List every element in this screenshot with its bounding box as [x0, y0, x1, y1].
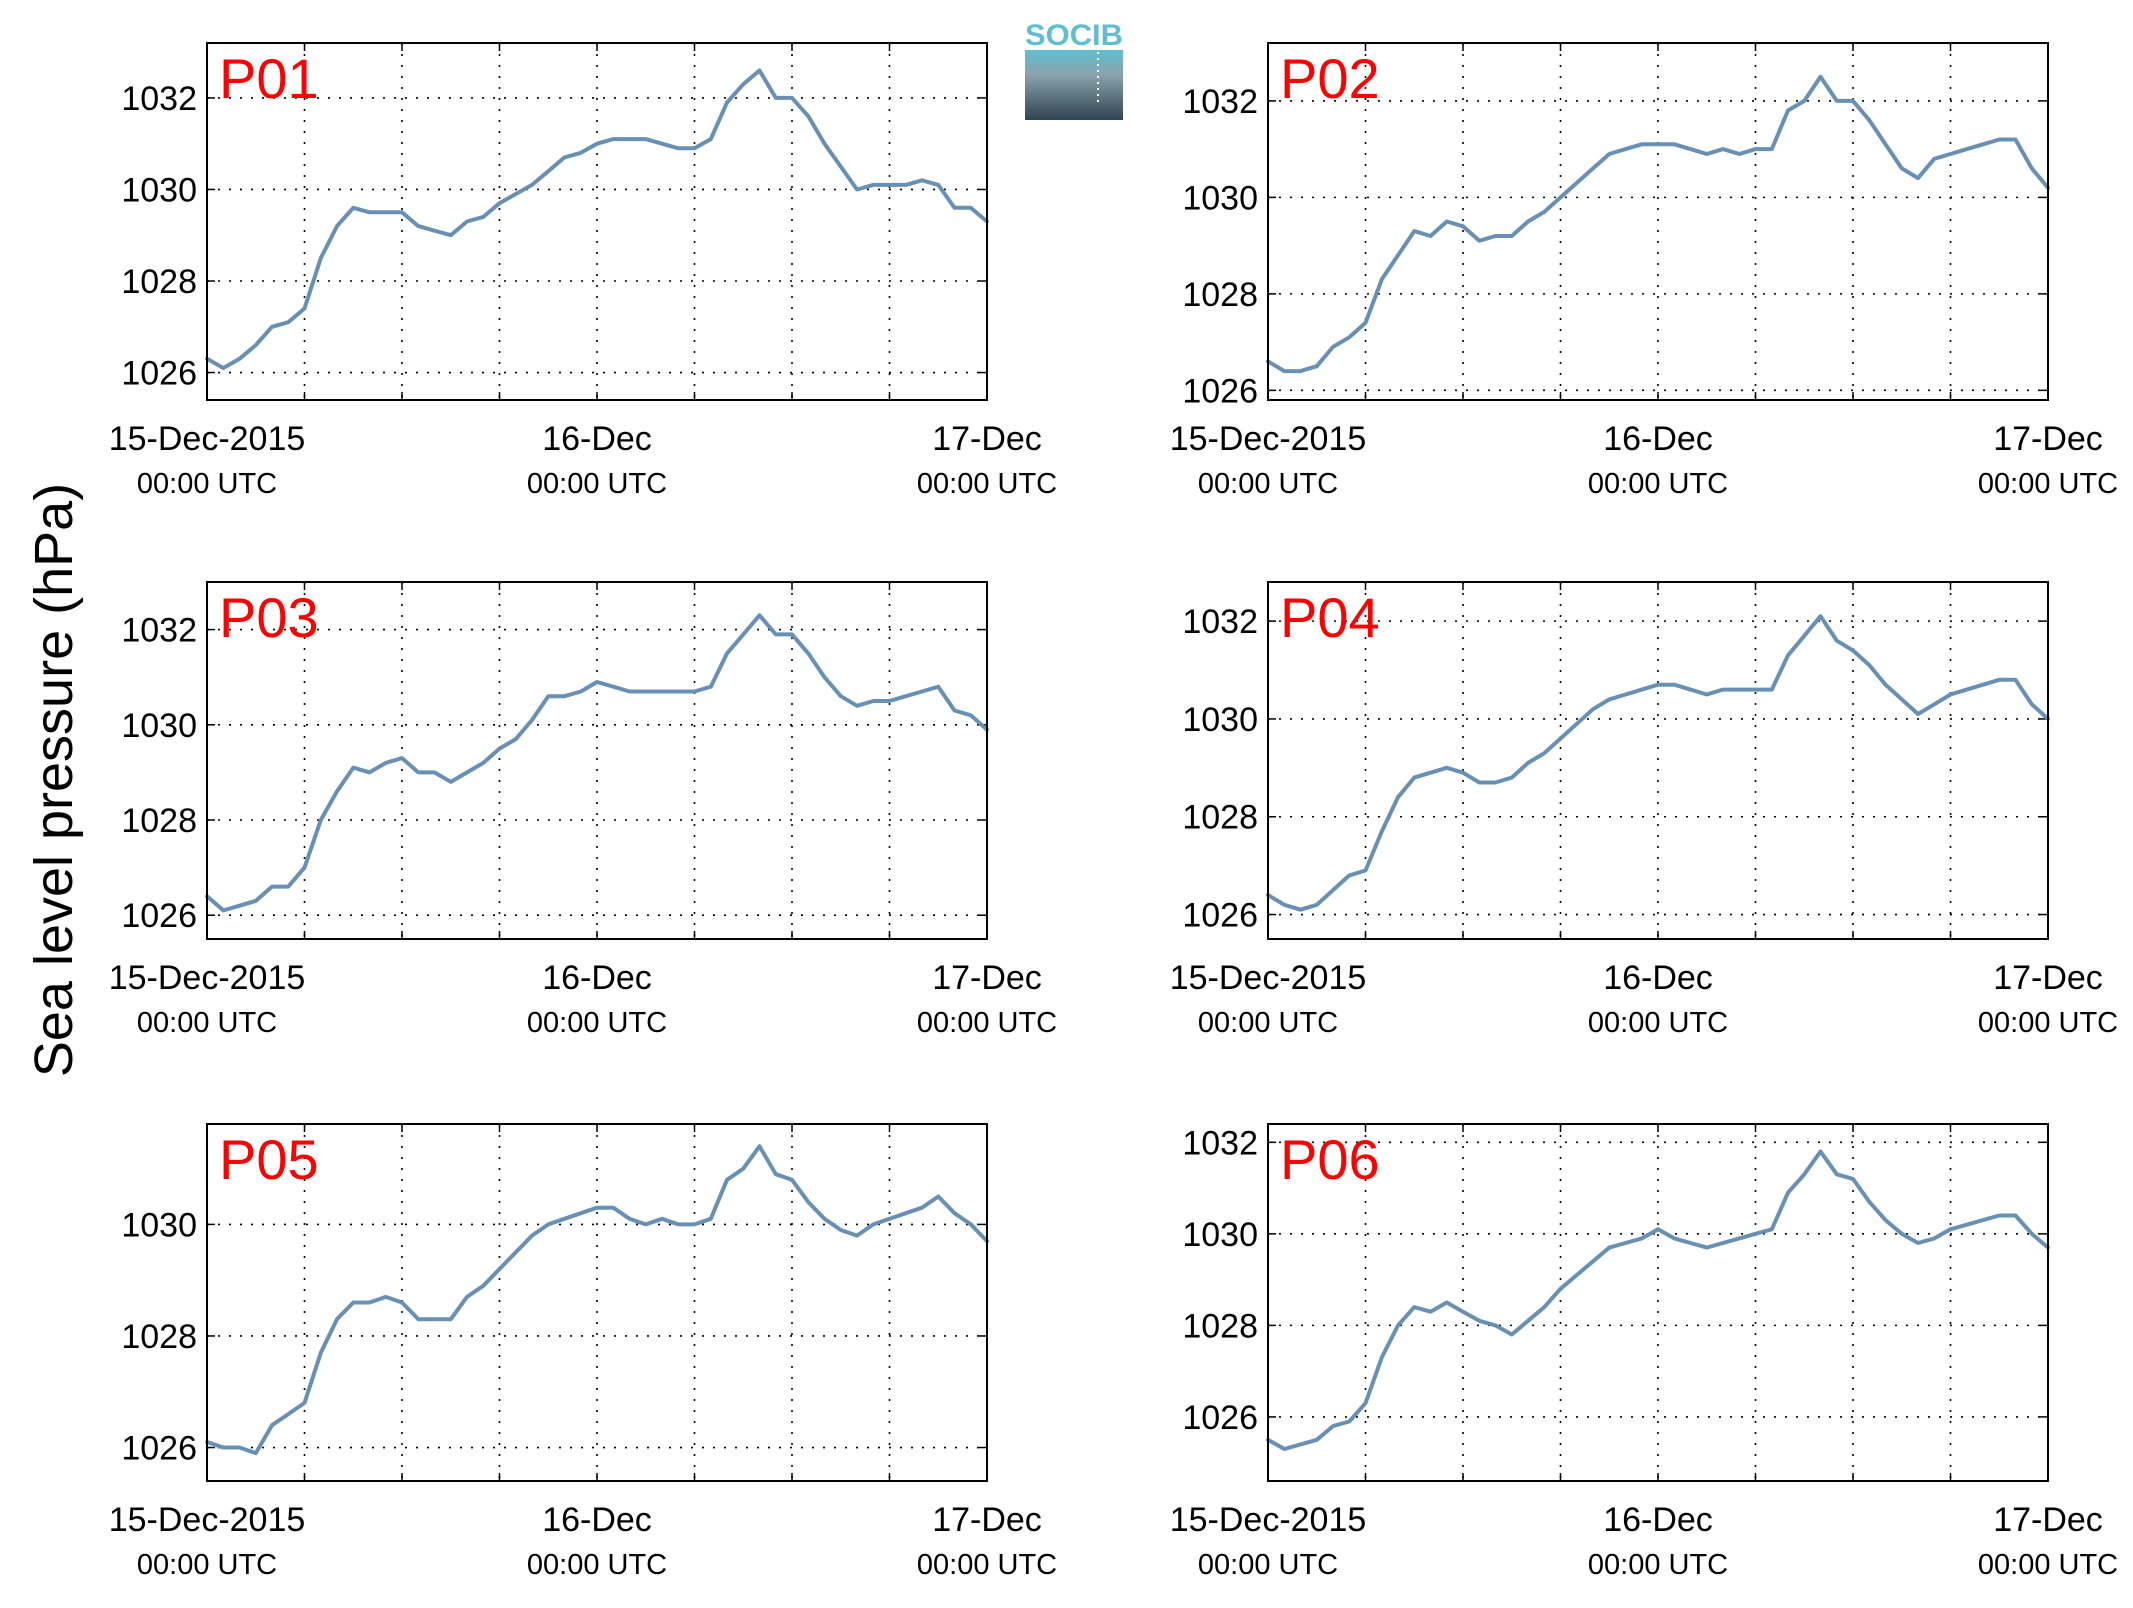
y-tick-label: 1030 — [1182, 1216, 1258, 1254]
panel-p04: 1026 1028 1030 1032 15-Dec-2015 00:00 UTC 16-D… — [1170, 581, 2118, 1039]
y-tick-label: 1028 — [121, 1318, 197, 1356]
panel-label: P04 — [1280, 586, 1380, 649]
series-line-p04 — [1266, 614, 2050, 912]
socib-logo: SOCIB — [1025, 19, 1123, 120]
axes-frame — [206, 581, 988, 940]
x-tick-label: 17-Dec — [1993, 420, 2103, 458]
logo-block — [1025, 50, 1123, 120]
y-tick-label: 1028 — [121, 802, 197, 840]
y-tick-label: 1030 — [121, 171, 197, 209]
x-tick-label: 16-Dec — [1603, 1501, 1713, 1539]
y-tick-label: 1032 — [1182, 1124, 1258, 1162]
y-tick-label: 1030 — [121, 1206, 197, 1244]
panel-label: P01 — [219, 47, 319, 110]
panel-p02: 1026 1028 1030 1032 15-Dec-2015 00:00 UTC 16-D… — [1170, 42, 2118, 500]
x-tick-sublabel: 00:00 UTC — [1198, 468, 1338, 500]
series-line-p03 — [205, 613, 989, 913]
x-tick-label: 17-Dec — [932, 1501, 1042, 1539]
x-tick-sublabel: 00:00 UTC — [1588, 1007, 1728, 1039]
x-tick-sublabel: 00:00 UTC — [137, 468, 277, 500]
x-tick-sublabel: 00:00 UTC — [917, 1549, 1057, 1581]
panel-label: P05 — [219, 1128, 319, 1191]
x-tick-label: 17-Dec — [932, 959, 1042, 997]
panel-p03: 1026 1028 1030 1032 15-Dec-2015 00:00 UTC 16-D… — [109, 581, 1057, 1039]
y-tick-label: 1032 — [1182, 603, 1258, 641]
panel-label: P06 — [1280, 1128, 1380, 1191]
x-tick-label: 15-Dec-2015 — [1170, 959, 1367, 997]
y-tick-label: 1030 — [1182, 701, 1258, 739]
x-tick-label: 17-Dec — [1993, 1501, 2103, 1539]
x-tick-label: 16-Dec — [542, 1501, 652, 1539]
y-tick-label: 1026 — [121, 355, 197, 393]
x-tick-label: 15-Dec-2015 — [1170, 420, 1367, 458]
panel-p05: 1026 1028 1030 15-Dec-2015 00:00 UTC 16-Dec 00… — [109, 1123, 1057, 1581]
axes-frame — [1267, 42, 2049, 401]
x-tick-label: 17-Dec — [1993, 959, 2103, 997]
y-tick-label: 1030 — [1182, 179, 1258, 217]
x-tick-sublabel: 00:00 UTC — [137, 1549, 277, 1581]
axes-frame — [1267, 581, 2049, 940]
x-tick-sublabel: 00:00 UTC — [527, 1549, 667, 1581]
y-axis-label: Sea level pressure (hPa) — [24, 483, 84, 1077]
x-tick-sublabel: 00:00 UTC — [1978, 1549, 2118, 1581]
x-tick-sublabel: 00:00 UTC — [1978, 1007, 2118, 1039]
series-line-p02 — [1266, 74, 2050, 374]
x-tick-sublabel: 00:00 UTC — [1588, 1549, 1728, 1581]
axes-frame — [1267, 1123, 2049, 1482]
panel-p06: 1026 1028 1030 1032 15-Dec-2015 00:00 UTC 16-D… — [1170, 1123, 2118, 1581]
series-line-p05 — [205, 1144, 989, 1456]
y-tick-label: 1026 — [121, 897, 197, 935]
x-tick-label: 15-Dec-2015 — [109, 959, 306, 997]
x-tick-label: 16-Dec — [1603, 959, 1713, 997]
x-tick-label: 15-Dec-2015 — [109, 1501, 306, 1539]
y-tick-label: 1028 — [121, 263, 197, 301]
x-tick-sublabel: 00:00 UTC — [917, 1007, 1057, 1039]
x-tick-label: 17-Dec — [932, 420, 1042, 458]
y-tick-label: 1026 — [1182, 372, 1258, 410]
y-tick-label: 1032 — [121, 80, 197, 118]
x-tick-sublabel: 00:00 UTC — [1198, 1007, 1338, 1039]
x-tick-sublabel: 00:00 UTC — [1978, 468, 2118, 500]
x-tick-label: 15-Dec-2015 — [109, 420, 306, 458]
x-tick-sublabel: 00:00 UTC — [527, 1007, 667, 1039]
panel-label: P02 — [1280, 47, 1380, 110]
x-tick-label: 16-Dec — [1603, 420, 1713, 458]
x-tick-label: 16-Dec — [542, 420, 652, 458]
y-tick-label: 1030 — [121, 707, 197, 745]
x-tick-label: 15-Dec-2015 — [1170, 1501, 1367, 1539]
y-tick-label: 1026 — [1182, 897, 1258, 935]
y-tick-label: 1028 — [1182, 1307, 1258, 1345]
panel-p01: 1026 1028 1030 1032 15-Dec-2015 00:00 UTC 16-D… — [109, 42, 1057, 500]
y-tick-label: 1026 — [1182, 1399, 1258, 1437]
axes-frame — [206, 42, 988, 401]
x-tick-label: 16-Dec — [542, 959, 652, 997]
series-line-p06 — [1266, 1149, 2050, 1451]
x-tick-sublabel: 00:00 UTC — [527, 468, 667, 500]
x-tick-sublabel: 00:00 UTC — [137, 1007, 277, 1039]
y-tick-label: 1028 — [1182, 799, 1258, 837]
x-tick-sublabel: 00:00 UTC — [1588, 468, 1728, 500]
y-tick-label: 1026 — [121, 1430, 197, 1468]
panel-label: P03 — [219, 586, 319, 649]
x-tick-sublabel: 00:00 UTC — [1198, 1549, 1338, 1581]
y-tick-label: 1032 — [121, 612, 197, 650]
y-tick-label: 1032 — [1182, 83, 1258, 121]
panels: 1026 1028 1030 1032 15-Dec-2015 00:00 UTC 16-D… — [109, 42, 2118, 1581]
axes-frame — [206, 1123, 988, 1482]
logo-text: SOCIB — [1025, 19, 1123, 52]
series-line-p01 — [205, 68, 989, 370]
y-tick-label: 1028 — [1182, 276, 1258, 314]
x-tick-sublabel: 00:00 UTC — [917, 468, 1057, 500]
